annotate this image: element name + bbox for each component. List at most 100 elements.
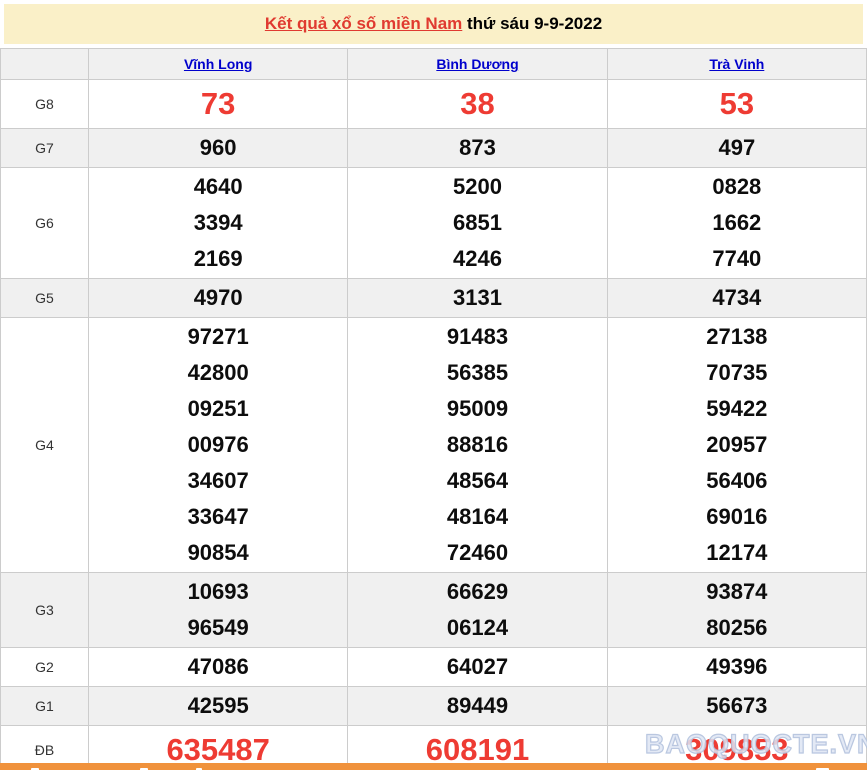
page-title: Kết quả xổ số miền Nam thứ sáu 9-9-2022: [4, 4, 863, 44]
corner-cell: [0, 48, 89, 80]
prize-number: 608191: [425, 732, 530, 767]
prize-number: 12174: [706, 540, 768, 565]
prize-cell: 3131: [347, 278, 608, 318]
prize-cell: 960: [87, 128, 349, 168]
prize-number: 635487: [166, 732, 270, 767]
prize-row-g3: G3 10693 96549 66629 06124 93874 80256: [0, 572, 867, 648]
prize-row-g7: G7 960 873 497: [0, 128, 867, 168]
prize-label: G4: [0, 317, 89, 573]
prize-number: 89449: [446, 693, 509, 718]
province-header-vinh-long: Vĩnh Long: [87, 48, 349, 80]
prize-cell: 10693 96549: [87, 572, 349, 648]
prize-label: G1: [0, 686, 89, 726]
prize-label: G8: [0, 79, 89, 129]
prize-number: 73: [200, 86, 236, 121]
prize-number: 06124: [446, 615, 509, 640]
prize-cell: 73: [87, 79, 349, 129]
prize-number: 56385: [446, 360, 509, 385]
cutoff-text-mark: [31, 768, 39, 770]
prize-cell: 66629 06124: [347, 572, 608, 648]
prize-number: 95009: [446, 396, 509, 421]
prize-number: 4734: [712, 285, 762, 310]
prize-number: 72460: [446, 540, 509, 565]
prize-number: 59422: [706, 396, 768, 421]
prize-number: 69016: [706, 504, 768, 529]
prize-cell: 608191: [347, 725, 608, 770]
prize-cell: 4734: [606, 278, 867, 318]
title-link[interactable]: Kết quả xổ số miền Nam: [264, 14, 463, 33]
prize-cell: 93874 80256: [606, 572, 867, 648]
prize-number: 97271: [187, 324, 249, 349]
title-date: thứ sáu 9-9-2022: [462, 14, 603, 33]
prize-cell: 89449: [347, 686, 608, 726]
prize-cell: 47086: [87, 647, 349, 687]
prize-number: 53: [719, 86, 755, 121]
prize-number: 49396: [706, 654, 768, 679]
cutoff-text-mark: [140, 768, 148, 770]
prize-cell: 38: [347, 79, 608, 129]
prize-cell: 91483 56385 95009 88816 48564 48164 72460: [347, 317, 608, 573]
cutoff-next-section-bar: [0, 763, 867, 770]
prize-number: 4640: [193, 174, 243, 199]
prize-number: 80256: [706, 615, 768, 640]
prize-number: 93874: [706, 579, 768, 604]
prize-label: G6: [0, 167, 89, 279]
prize-number: 88816: [446, 432, 509, 457]
province-header-row: Vĩnh Long Bình Dương Trà Vinh: [0, 48, 867, 80]
prize-label: G5: [0, 278, 89, 318]
prize-cell: 53: [606, 79, 867, 129]
prize-number: 1662: [712, 210, 762, 235]
prize-number: 4970: [193, 285, 243, 310]
cutoff-text-mark: [816, 768, 829, 770]
prize-number: 0828: [712, 174, 762, 199]
prize-number: 20957: [706, 432, 768, 457]
prize-number: 09251: [187, 396, 249, 421]
prize-row-g5: G5 4970 3131 4734: [0, 278, 867, 318]
prize-cell: 27138 70735 59422 20957 56406 69016 12174: [606, 317, 867, 573]
prize-cell: 42595: [87, 686, 349, 726]
prize-label: G3: [0, 572, 89, 648]
prize-number: 38: [460, 86, 495, 121]
prize-cell: 635487: [87, 725, 349, 770]
province-header-tra-vinh: Trà Vinh: [606, 48, 867, 80]
prize-row-g4: G4 97271 42800 09251 00976 34607 33647 90854 914…: [0, 317, 867, 573]
prize-cell: 309853: [606, 725, 867, 770]
prize-number: 33647: [187, 504, 249, 529]
prize-row-g1: G1 42595 89449 56673: [0, 686, 867, 726]
prize-number: 56406: [706, 468, 768, 493]
prize-number: 70735: [706, 360, 768, 385]
prize-row-g6: G6 4640 3394 2169 5200 6851 4246 0828 1662 7740: [0, 167, 867, 279]
prize-number: 56673: [706, 693, 768, 718]
prize-label: G7: [0, 128, 89, 168]
prize-number: 42800: [187, 360, 249, 385]
prize-number: 497: [718, 135, 756, 160]
prize-number: 4246: [453, 246, 502, 271]
lottery-results-table: Vĩnh Long Bình Dương Trà Vinh G8 73 38 53 G7…: [0, 48, 867, 770]
cutoff-text-mark: [196, 768, 202, 770]
prize-number: 42595: [187, 693, 249, 718]
prize-cell: 97271 42800 09251 00976 34607 33647 90854: [87, 317, 349, 573]
prize-number: 90854: [187, 540, 249, 565]
province-header-binh-duong: Bình Dương: [347, 48, 608, 80]
prize-row-g8: G8 73 38 53: [0, 79, 867, 129]
prize-number: 3394: [193, 210, 243, 235]
province-link[interactable]: Bình Dương: [436, 56, 519, 72]
prize-number: 47086: [187, 654, 249, 679]
prize-cell: 4640 3394 2169: [87, 167, 349, 279]
prize-cell: 64027: [347, 647, 608, 687]
province-link[interactable]: Vĩnh Long: [183, 56, 253, 72]
prize-row-đb: ĐB 635487 608191 309853: [0, 725, 867, 770]
prize-number: 96549: [187, 615, 249, 640]
prize-number: 6851: [453, 210, 502, 235]
prize-number: 10693: [187, 579, 249, 604]
prize-number: 00976: [187, 432, 249, 457]
prize-number: 48164: [446, 504, 509, 529]
prize-number: 27138: [706, 324, 768, 349]
prize-cell: 4970: [87, 278, 349, 318]
prize-number: 873: [459, 135, 496, 160]
prize-cell: 56673: [606, 686, 867, 726]
province-link[interactable]: Trà Vinh: [709, 56, 765, 72]
prize-cell: 497: [606, 128, 867, 168]
prize-number: 3131: [453, 285, 502, 310]
prize-label: ĐB: [0, 725, 89, 770]
